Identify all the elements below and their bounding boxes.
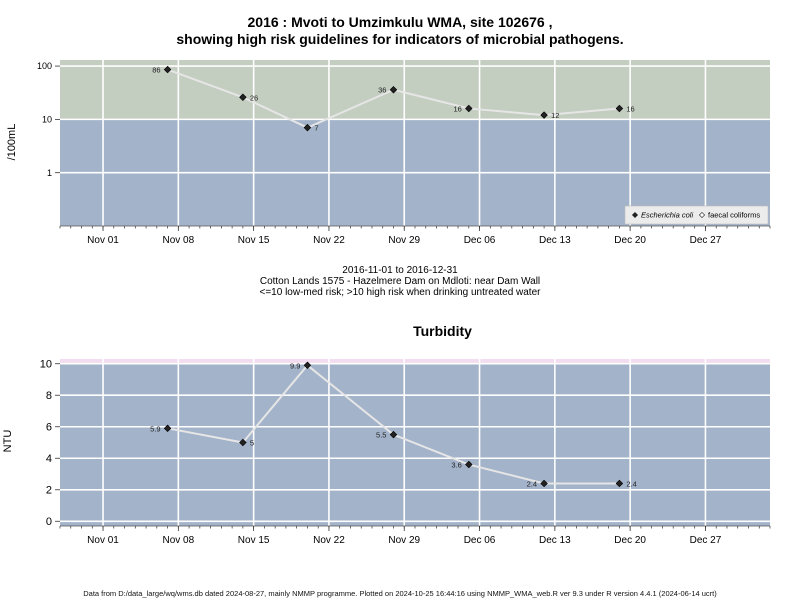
- x-tick-label: Nov 08: [162, 535, 194, 546]
- date-range-caption: 2016-11-01 to 2016-12-31: [342, 265, 458, 276]
- data-point: [615, 104, 624, 113]
- data-label: 2.4: [527, 479, 537, 488]
- y-tick-label: 0: [46, 516, 52, 528]
- x-tick-label: Nov 15: [238, 535, 270, 546]
- data-label: 16: [626, 105, 634, 114]
- x-tick-label: Dec 06: [464, 235, 496, 246]
- x-tick-label: Nov 01: [87, 235, 119, 246]
- turbidity-chart: Nov 01 Nov 08 Nov 15 Nov 22 Nov 29 Dec 06 Dec …: [40, 359, 771, 546]
- x-tick-label: Nov 22: [313, 235, 345, 246]
- site-caption: Cotton Lands 1575 - Hazelmere Dam on Mdl…: [259, 276, 541, 287]
- x-tick-label: Dec 06: [464, 535, 496, 546]
- y-tick-label: 2: [46, 485, 52, 497]
- x-tick-label: Nov 29: [388, 235, 420, 246]
- x-tick-label: Nov 01: [87, 535, 119, 546]
- turbidity-title: Turbidity: [413, 323, 472, 339]
- x-tick-label: Nov 29: [388, 535, 420, 546]
- x-tick-label: Dec 27: [690, 235, 722, 246]
- legend-ecoli-label: Escherichia coli: [641, 211, 693, 220]
- chart-title-line2: showing high risk guidelines for indicat…: [176, 31, 624, 47]
- x-tick-label: Dec 13: [539, 235, 571, 246]
- x-tick-label: Dec 20: [614, 535, 646, 546]
- x-tick-label: Dec 13: [539, 535, 571, 546]
- data-point: [540, 111, 548, 119]
- data-label: 7: [314, 124, 318, 133]
- risk-guideline-caption: <=10 low-med risk; >10 high risk when dr…: [259, 287, 541, 298]
- data-label: 5.9: [150, 424, 160, 433]
- legend-coliform-label: faecal coliforms: [708, 211, 760, 220]
- data-point: [239, 438, 247, 447]
- data-point: [303, 123, 312, 132]
- data-point: [303, 361, 312, 370]
- data-label: 16: [453, 105, 461, 114]
- legend-coliform-marker: [698, 211, 706, 219]
- y-tick-label: 6: [46, 422, 52, 434]
- data-label: 9.9: [290, 361, 300, 370]
- y-tick-label: 4: [46, 453, 52, 465]
- data-point: [465, 460, 473, 469]
- data-label: 2.4: [626, 479, 636, 488]
- data-point: [615, 479, 624, 488]
- x-tick-label: Dec 20: [614, 235, 646, 246]
- x-tick-label: Nov 22: [313, 535, 345, 546]
- y-tick-label: 10: [40, 359, 52, 371]
- x-tick-label: Nov 15: [238, 235, 270, 246]
- y-tick-label: 10: [42, 115, 52, 125]
- legend-box: [624, 205, 769, 225]
- data-label: 5.5: [376, 431, 386, 440]
- risk-band-1: [60, 359, 770, 364]
- data-point: [163, 65, 172, 74]
- data-label: 26: [250, 93, 258, 102]
- risk-band-0: [60, 363, 770, 526]
- y-tick-label: 8: [46, 390, 52, 402]
- data-point: [389, 430, 398, 439]
- data-label: 5: [250, 439, 254, 448]
- chart-title-line1: 2016 : Mvoti to Umzimkulu WMA, site 1026…: [247, 14, 553, 30]
- data-point: [465, 104, 473, 113]
- data-point: [540, 479, 548, 488]
- data-point: [239, 93, 247, 101]
- data-point: [163, 424, 172, 433]
- footer-note: Data from D:/data_large/wq/wms.db dated …: [83, 589, 717, 598]
- y-tick-label: 100: [37, 61, 52, 71]
- data-label: 86: [152, 66, 160, 75]
- data-label: 3.6: [451, 461, 461, 470]
- legend-ecoli-marker: [631, 211, 639, 219]
- y-tick-label: 1: [47, 168, 52, 178]
- x-tick-label: Nov 08: [162, 235, 194, 246]
- data-label: 12: [551, 111, 559, 120]
- x-tick-label: Dec 27: [690, 535, 722, 546]
- microbial-chart: Nov 01 Nov 08 Nov 15 Nov 22 Nov 29 Dec 06 Dec …: [37, 60, 771, 246]
- data-label: 36: [378, 86, 386, 95]
- data-point: [389, 86, 398, 94]
